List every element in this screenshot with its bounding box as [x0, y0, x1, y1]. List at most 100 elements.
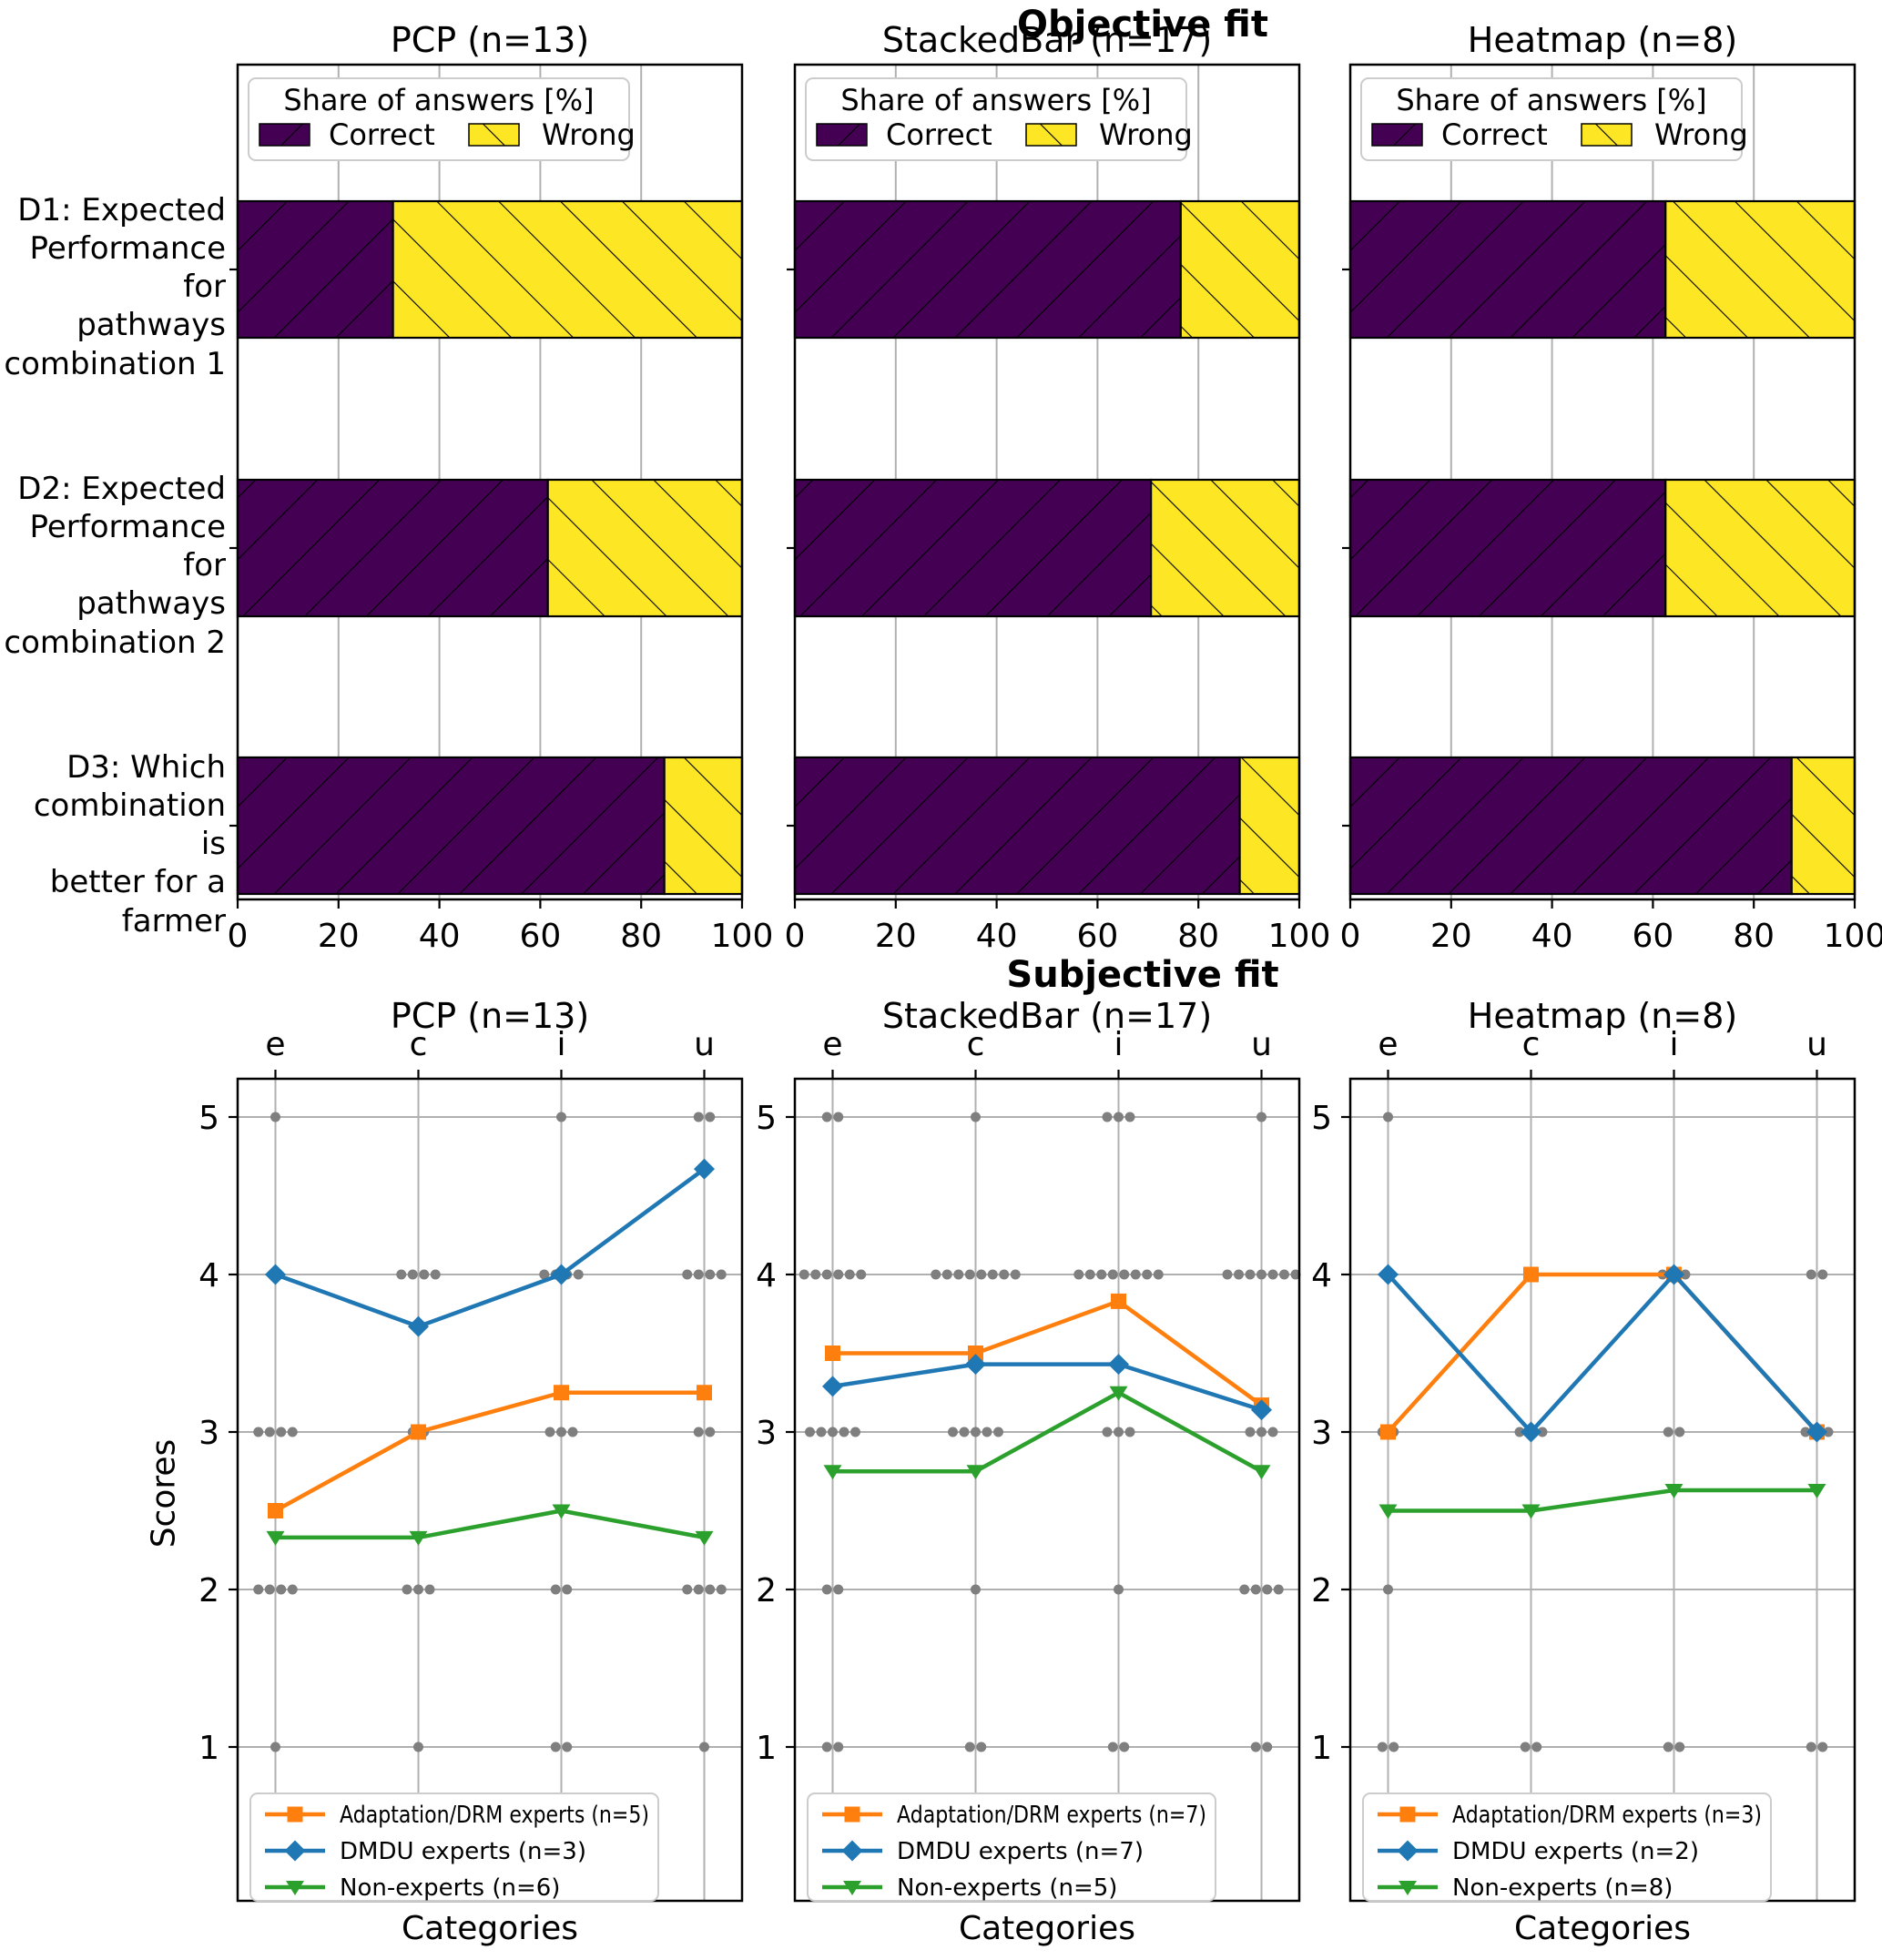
scatter-dot	[941, 1269, 952, 1280]
legend-label: Adaptation/DRM experts (n=3)	[1452, 1802, 1762, 1829]
series-marker-triangle-down	[409, 1530, 428, 1546]
row-label-d2: D2: Expected Performance for pathways co…	[0, 470, 226, 662]
scatter-dot	[833, 1584, 844, 1595]
series-marker-diamond	[1108, 1354, 1129, 1376]
scatter-dot	[1806, 1269, 1816, 1280]
series-marker-diamond	[1251, 1399, 1272, 1421]
scatter-dot	[982, 1427, 992, 1437]
scatter-dot	[1383, 1584, 1393, 1595]
row-label-line: D1: Expected	[17, 192, 226, 228]
bar-correct-d2	[1348, 478, 1667, 618]
scatter-dot	[1267, 1269, 1278, 1280]
objective-panel-0: 0 20 40 60 80 100 Share of answers [%]Correct W…	[228, 63, 773, 955]
objective-panel-title-pcp: PCP (n=13)	[390, 20, 590, 60]
scatter-dot	[1142, 1269, 1153, 1280]
legend-label: DMDU experts (n=2)	[1452, 1838, 1699, 1865]
legend-label-wrong: Wrong	[542, 117, 636, 152]
row-label-line: combination 2	[4, 624, 226, 661]
x-tick-label: 40	[419, 918, 461, 955]
scatter-dot	[1674, 1427, 1685, 1437]
scatter-dot	[1102, 1427, 1113, 1437]
scatter-dot	[844, 1269, 855, 1280]
plot-frame	[236, 63, 744, 901]
series-line-diamond	[832, 1362, 1263, 1412]
y-tick-label: 4	[198, 1257, 219, 1295]
scatter-dot	[821, 1584, 832, 1595]
subjective-panel-title-heatmap: Heatmap (n=8)	[1467, 996, 1738, 1036]
scatter-dot	[1377, 1742, 1388, 1752]
bar-wrong-d1	[1664, 199, 1857, 340]
scatter-dot	[833, 1742, 844, 1752]
x-tick-label: 20	[1430, 918, 1472, 955]
scatter-dot	[1279, 1269, 1289, 1280]
y-tick-label: 2	[1311, 1572, 1332, 1610]
scores-axis-label: Scores	[145, 1438, 183, 1549]
y-tick-label: 1	[756, 1730, 777, 1767]
scatter-dot	[1119, 1269, 1130, 1280]
bar-correct-d1	[1348, 199, 1667, 340]
bar-correct-d2	[793, 478, 1153, 618]
bar-wrong-d3	[1238, 756, 1301, 896]
series-marker-diamond	[1806, 1421, 1827, 1443]
bar-wrong-d1	[1179, 199, 1301, 340]
line-legend: Adaptation/DRM experts (n=3) DMDU experts…	[1362, 1792, 1772, 1902]
scatter-dot	[1245, 1427, 1256, 1437]
scatter-dot	[976, 1742, 987, 1752]
legend-label-correct: Correct	[329, 117, 435, 152]
series-marker-triangle-down	[1252, 1465, 1271, 1480]
legend-label: Adaptation/DRM experts (n=7)	[897, 1802, 1206, 1829]
scatter-dot	[270, 1112, 280, 1122]
scatter-dot	[253, 1584, 264, 1595]
scatter-dot	[931, 1269, 941, 1280]
category-letter: c	[410, 1026, 428, 1063]
category-letter: e	[1378, 1026, 1398, 1063]
legend-label-correct: Correct	[886, 117, 992, 152]
legend-label: Non-experts (n=8)	[1452, 1874, 1673, 1902]
scatter-dot	[1256, 1112, 1267, 1122]
y-tick-label: 2	[198, 1572, 219, 1610]
scatter-dot	[1153, 1269, 1164, 1280]
legend-swatch-wrong	[468, 123, 520, 147]
y-tick-label: 3	[198, 1415, 219, 1452]
scatter-dot	[1250, 1742, 1261, 1752]
scatter-dot	[1267, 1427, 1278, 1437]
legend-swatch-wrong	[1025, 123, 1077, 147]
series-line-triangle-down	[832, 1390, 1263, 1474]
bar-wrong-d2	[1150, 478, 1301, 618]
scatter-dot	[1520, 1742, 1531, 1752]
scatter-dot	[693, 1584, 704, 1595]
scatter-dot	[407, 1269, 418, 1280]
categories-axis-label-heatmap: Categories	[1513, 1910, 1692, 1947]
categories-axis-label-stackedbar: Categories	[958, 1910, 1136, 1947]
scatter-dot	[264, 1584, 275, 1595]
scatter-dot	[1107, 1742, 1118, 1752]
scatter-dot	[964, 1269, 975, 1280]
scatter-dot	[550, 1584, 561, 1595]
series-line-square	[274, 1390, 705, 1513]
scatter-dot	[1250, 1584, 1261, 1595]
objective-panel-2: 0 20 40 60 80 100 Share of answers [%]Correct W…	[1340, 63, 1882, 955]
scatter-dot	[1531, 1742, 1542, 1752]
legend-title: Share of answers [%]	[283, 83, 594, 117]
legend-label-correct: Correct	[1441, 117, 1548, 152]
category-letter: u	[1806, 1026, 1827, 1063]
bar-wrong-d2	[1664, 478, 1857, 618]
series-marker-diamond	[551, 1264, 572, 1285]
row-label-line: D3: Which	[66, 749, 226, 786]
legend-marker-diamond	[284, 1840, 306, 1862]
legend-label-wrong: Wrong	[1654, 117, 1748, 152]
x-tick-label: 60	[519, 918, 561, 955]
scatter-dot	[544, 1427, 555, 1437]
scatter-dot	[850, 1427, 860, 1437]
legend-box	[249, 1792, 659, 1902]
scatter-dot	[1222, 1269, 1233, 1280]
scatter-dot	[810, 1269, 821, 1280]
scatter-dot	[1514, 1427, 1525, 1437]
scatter-dot	[1130, 1269, 1141, 1280]
objective-suptitle: Objective fit	[1017, 4, 1268, 46]
scatter-dot	[253, 1427, 264, 1437]
scatter-dot	[1245, 1269, 1256, 1280]
scatter-dot	[693, 1112, 704, 1122]
bar-wrong-d1	[392, 199, 744, 340]
